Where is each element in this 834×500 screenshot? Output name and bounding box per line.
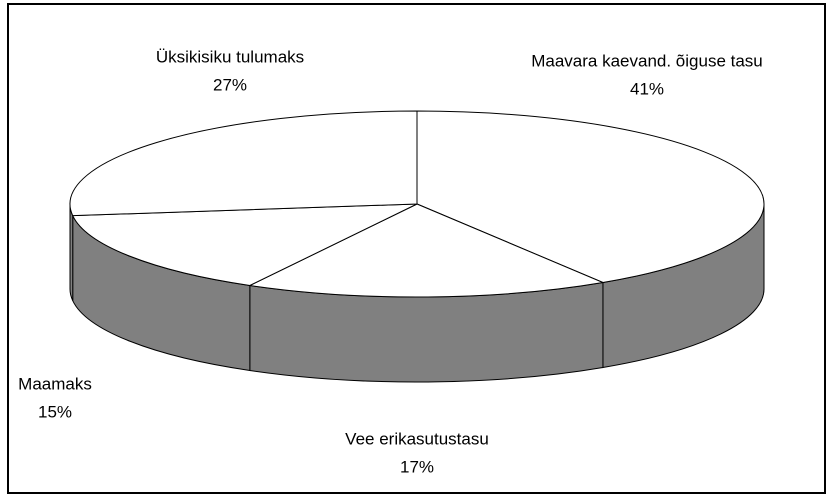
slice-label: Maavara kaevand. õiguse tasu bbox=[531, 51, 763, 70]
slice bbox=[69, 110, 418, 217]
slice-value-label: 15% bbox=[38, 402, 72, 421]
slice-value-label: 41% bbox=[630, 79, 664, 98]
slice-label: Üksikisiku tulumaks bbox=[156, 47, 304, 66]
slice bbox=[248, 203, 605, 298]
slice bbox=[71, 203, 418, 287]
slice-side bbox=[69, 203, 74, 301]
slice-value-label: 17% bbox=[400, 457, 434, 476]
slice bbox=[416, 110, 765, 284]
slice-label: Vee erikasutustasu bbox=[345, 429, 489, 448]
slice-label: Maamaks bbox=[18, 374, 92, 393]
slice-value-label: 27% bbox=[213, 75, 247, 94]
